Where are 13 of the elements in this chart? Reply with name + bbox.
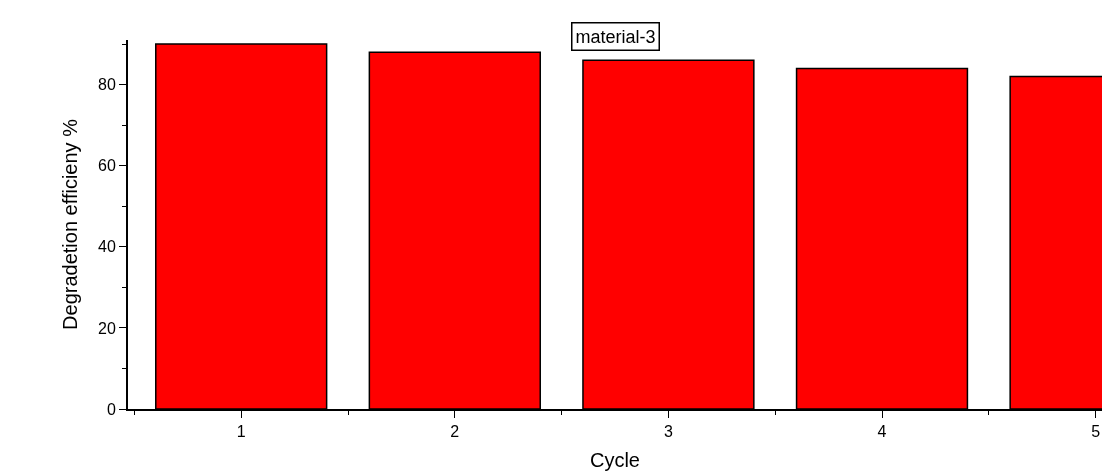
y-tick-label: 20 (98, 319, 116, 337)
x-tick-label: 4 (877, 423, 887, 441)
x-tick-label: 5 (1091, 423, 1101, 441)
annotation: material-3 (575, 26, 656, 47)
x-tick-label: 2 (450, 423, 460, 441)
y-tick-label: 80 (98, 76, 116, 94)
x-tick-label: 1 (236, 423, 246, 441)
x-tick-label: 3 (663, 423, 673, 441)
x-axis-title: Cycle (589, 449, 641, 471)
y-tick-label: 0 (106, 400, 116, 418)
y-tick-label: 60 (98, 157, 116, 175)
y-tick-label: 40 (98, 238, 116, 256)
y-axis-title: Degradetion efficieny % (59, 118, 81, 330)
